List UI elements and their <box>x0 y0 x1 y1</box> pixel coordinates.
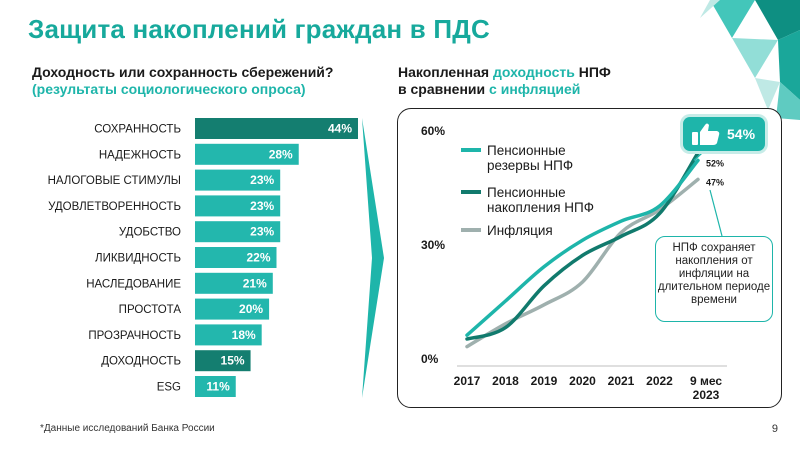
bar-value-label: 44% <box>328 122 352 136</box>
bar-value-label: 20% <box>239 302 263 316</box>
bar-category-label: СОХРАННОСТЬ <box>94 124 181 136</box>
bar-category-label: ДОХОДНОСТЬ <box>101 356 181 368</box>
right-header-text: НПФ <box>574 64 611 80</box>
x-tick-label: 2020 <box>569 374 596 388</box>
line-series <box>465 158 700 337</box>
bar-value-label: 23% <box>250 199 274 213</box>
x-tick-label: 2017 <box>454 374 481 388</box>
left-header: Доходность или сохранность сбережений? (… <box>32 64 372 98</box>
footnote: *Данные исследований Банка России <box>40 423 215 434</box>
arrow-separator-icon <box>362 118 384 398</box>
bar <box>195 272 273 294</box>
right-header-text: Накопленная <box>398 64 493 80</box>
series-end-label: 47% <box>706 177 724 187</box>
thumbs-up-icon <box>692 123 720 145</box>
bar <box>195 298 270 320</box>
y-tick-label: 60% <box>421 124 445 138</box>
bar <box>195 221 281 243</box>
bar-value-label: 22% <box>246 251 270 265</box>
bar-category-label: ESG <box>157 382 181 394</box>
x-tick-label: 2021 <box>608 374 635 388</box>
bar-category-label: НАСЛЕДОВАНИЕ <box>86 278 181 290</box>
bar <box>195 143 299 165</box>
series-end-label: 52% <box>706 158 724 168</box>
y-tick-label: 30% <box>421 238 445 252</box>
right-header-text: в сравнении <box>398 81 490 97</box>
bar <box>195 118 358 139</box>
x-tick-label: 2018 <box>492 374 519 388</box>
bar-value-label: 21% <box>243 276 267 290</box>
bar <box>195 324 262 346</box>
left-header-subtitle: (результаты социологического опроса) <box>32 81 306 97</box>
badge-connector <box>693 152 703 161</box>
bar-category-label: НАДЕЖНОСТЬ <box>99 149 181 161</box>
page-title: Защита накоплений граждан в ПДС <box>28 14 490 44</box>
bar-value-label: 18% <box>232 328 256 342</box>
growth-badge: 54% <box>683 117 765 151</box>
bar <box>195 350 251 372</box>
bar-category-label: УДОБСТВО <box>119 227 181 239</box>
page-number: 9 <box>771 423 778 435</box>
bar-category-label: УДОВЛЕТВОРЕННОСТЬ <box>48 201 181 213</box>
x-tick-label: 2019 <box>531 374 558 388</box>
bar-category-label: ПРОСТОТА <box>119 304 182 316</box>
bar-value-label: 23% <box>250 225 274 239</box>
right-header-accent: доходность <box>492 64 575 80</box>
callout-note: НПФ сохраняет накопления от инфляции на … <box>655 236 773 322</box>
bar-value-label: 11% <box>206 380 230 394</box>
bar <box>195 376 236 397</box>
x-tick-label: 2023 <box>693 388 720 402</box>
bar-category-label: НАЛОГОВЫЕ СТИМУЛЫ <box>48 175 181 187</box>
line-series <box>465 177 700 349</box>
x-tick-label: 9 мес <box>690 374 722 388</box>
bar-category-label: ПРОЗРАЧНОСТЬ <box>88 330 181 342</box>
bar <box>195 169 281 191</box>
bar-value-label: 28% <box>269 147 293 161</box>
survey-bar-chart: СОХРАННОСТЬ 44% НАДЕЖНОСТЬ 28% НАЛОГОВЫЕ СТИ… <box>48 118 358 397</box>
bar <box>195 247 277 268</box>
legend-label: Пенсионные резервы НПФ <box>487 143 573 173</box>
right-header-accent: с инфляцией <box>489 81 581 97</box>
bar-value-label: 15% <box>221 354 245 368</box>
line-series <box>465 151 700 341</box>
callout-connector <box>709 189 723 237</box>
decorative-corner-pattern <box>700 0 800 120</box>
bar-category-label: ЛИКВИДНОСТЬ <box>95 253 181 265</box>
yield-vs-inflation-line-chart: 0% 30% 60% 2017 2018 2019 2020 2021 2022 9 мес202… <box>421 124 727 402</box>
x-tick-label: 2022 <box>646 374 673 388</box>
y-tick-label: 0% <box>421 352 439 366</box>
right-header: Накопленная доходность НПФ в сравнении с… <box>398 64 698 98</box>
legend-label: Пенсионные накопления НПФ <box>487 185 594 215</box>
bar <box>195 195 281 217</box>
bar-value-label: 23% <box>250 173 274 187</box>
growth-badge-value: 54% <box>727 126 756 142</box>
left-header-question: Доходность или сохранность сбережений? <box>32 64 334 80</box>
legend-label: Инфляция <box>487 223 553 238</box>
